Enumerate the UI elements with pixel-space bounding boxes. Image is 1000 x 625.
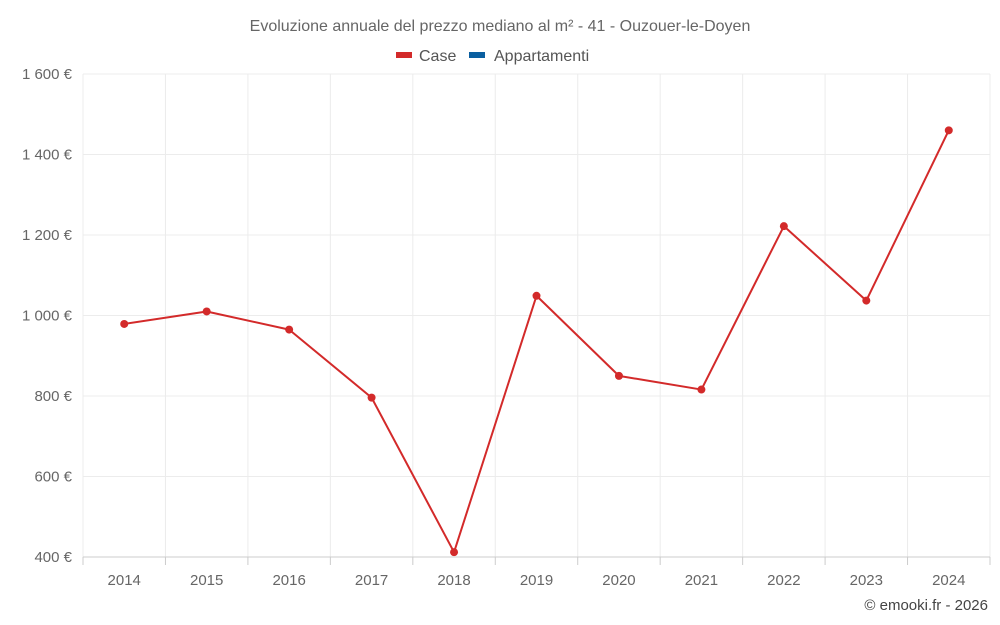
- x-tick-label: 2018: [437, 572, 470, 589]
- x-tick-label: 2019: [520, 572, 553, 589]
- x-axis-labels: 2014 2015 2016 2017 2018 2019 2020 2021 2022 2023…: [108, 572, 966, 589]
- data-point-2023[interactable]: [862, 296, 871, 305]
- y-tick-label: 400 €: [34, 549, 72, 566]
- data-point-2015[interactable]: [202, 307, 211, 316]
- y-tick-label: 1 400 €: [22, 147, 73, 164]
- x-tick-label: 2023: [850, 572, 883, 589]
- axes: [82, 556, 991, 565]
- data-point-2020[interactable]: [614, 371, 623, 380]
- data-point-2019[interactable]: [532, 291, 541, 300]
- credit: © emooki.fr - 2026: [864, 597, 988, 614]
- data-point-2024[interactable]: [944, 126, 953, 135]
- x-tick-label: 2014: [108, 572, 141, 589]
- legend-swatch-case[interactable]: [396, 52, 412, 58]
- legend-label-appartamenti[interactable]: Appartamenti: [494, 48, 589, 65]
- x-tick-label: 2024: [932, 572, 965, 589]
- data-point-2021[interactable]: [697, 385, 706, 394]
- data-point-2018[interactable]: [450, 548, 459, 557]
- y-tick-label: 1 000 €: [22, 308, 73, 325]
- y-axis-labels: 400 € 600 € 800 € 1 000 € 1 200 € 1 400 € 1 60…: [22, 66, 73, 566]
- data-point-2017[interactable]: [367, 393, 376, 402]
- legend-label-case[interactable]: Case: [419, 48, 456, 65]
- y-tick-label: 600 €: [34, 469, 72, 486]
- legend-swatch-appartamenti[interactable]: [469, 52, 485, 58]
- x-tick-label: 2022: [767, 572, 800, 589]
- chart-title: Evoluzione annuale del prezzo mediano al…: [250, 18, 751, 35]
- y-tick-label: 800 €: [34, 388, 72, 405]
- y-tick-label: 1 600 €: [22, 66, 73, 83]
- x-tick-label: 2016: [272, 572, 305, 589]
- data-point-2014[interactable]: [120, 319, 129, 328]
- legend: Case Appartamenti: [396, 48, 589, 65]
- x-tick-label: 2015: [190, 572, 223, 589]
- grid: [82, 73, 991, 557]
- data-point-2022[interactable]: [779, 222, 788, 231]
- y-tick-label: 1 200 €: [22, 227, 73, 244]
- x-tick-label: 2020: [602, 572, 635, 589]
- data-point-2016[interactable]: [285, 325, 294, 334]
- x-tick-label: 2021: [685, 572, 718, 589]
- x-tick-label: 2017: [355, 572, 388, 589]
- series-case: [120, 126, 953, 557]
